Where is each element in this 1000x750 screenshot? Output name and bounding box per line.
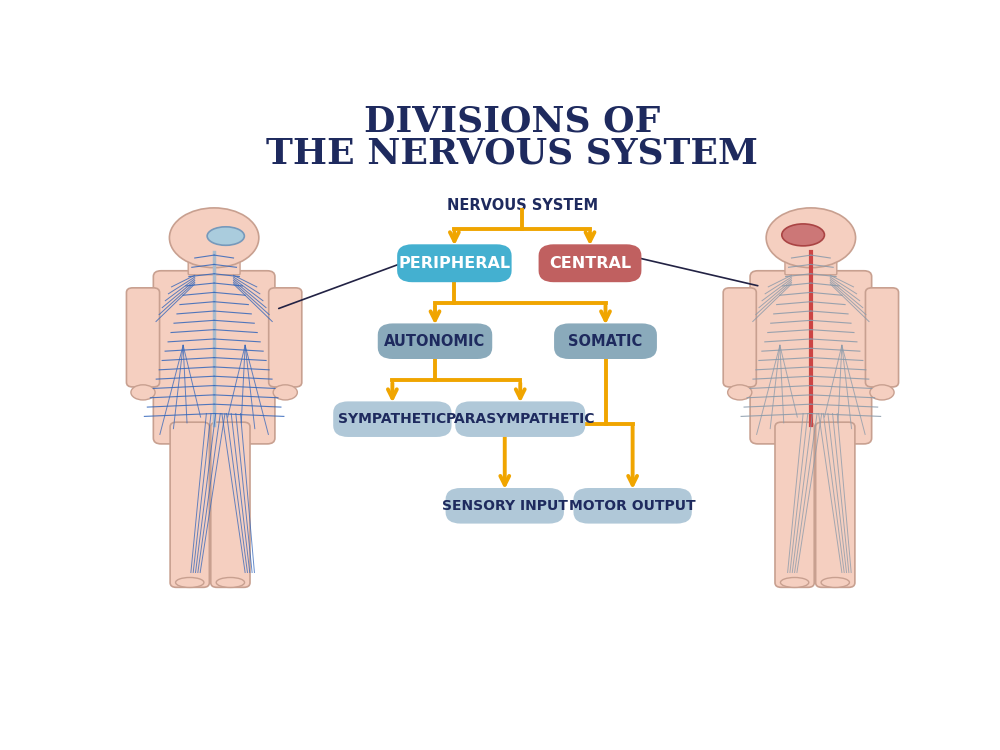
Text: MOTOR OUTPUT: MOTOR OUTPUT [569, 499, 696, 513]
FancyBboxPatch shape [865, 288, 899, 387]
FancyBboxPatch shape [211, 422, 250, 587]
Ellipse shape [216, 578, 245, 587]
FancyBboxPatch shape [447, 489, 563, 523]
FancyBboxPatch shape [170, 422, 209, 587]
FancyBboxPatch shape [540, 245, 640, 281]
Ellipse shape [169, 208, 259, 268]
Ellipse shape [173, 212, 234, 252]
Ellipse shape [821, 578, 849, 587]
FancyBboxPatch shape [269, 288, 302, 387]
Ellipse shape [728, 385, 752, 400]
Text: PERIPHERAL: PERIPHERAL [398, 256, 510, 271]
Ellipse shape [207, 226, 244, 245]
FancyBboxPatch shape [750, 271, 872, 444]
Ellipse shape [273, 385, 297, 400]
FancyBboxPatch shape [398, 245, 511, 281]
FancyBboxPatch shape [379, 325, 491, 358]
Ellipse shape [780, 578, 809, 587]
FancyBboxPatch shape [188, 259, 240, 274]
Ellipse shape [870, 385, 894, 400]
FancyBboxPatch shape [153, 271, 275, 444]
FancyBboxPatch shape [574, 489, 691, 523]
FancyBboxPatch shape [816, 422, 855, 587]
Text: SENSORY INPUT: SENSORY INPUT [442, 499, 568, 513]
Text: AUTONOMIC: AUTONOMIC [384, 334, 486, 349]
FancyBboxPatch shape [785, 259, 837, 274]
Text: THE NERVOUS SYSTEM: THE NERVOUS SYSTEM [266, 136, 759, 170]
Text: SYMPATHETIC: SYMPATHETIC [338, 413, 446, 426]
Text: SOMATIC: SOMATIC [568, 334, 643, 349]
FancyBboxPatch shape [126, 288, 160, 387]
Ellipse shape [782, 224, 824, 246]
FancyBboxPatch shape [555, 325, 656, 358]
FancyBboxPatch shape [456, 403, 584, 436]
Ellipse shape [791, 212, 852, 252]
FancyBboxPatch shape [334, 403, 450, 436]
Text: DIVISIONS OF: DIVISIONS OF [364, 105, 661, 139]
FancyBboxPatch shape [723, 288, 756, 387]
Ellipse shape [131, 385, 155, 400]
Text: PARASYMPATHETIC: PARASYMPATHETIC [446, 413, 595, 426]
Ellipse shape [766, 208, 856, 268]
Text: NERVOUS SYSTEM: NERVOUS SYSTEM [447, 198, 598, 213]
Text: CENTRAL: CENTRAL [549, 256, 631, 271]
FancyBboxPatch shape [775, 422, 814, 587]
Ellipse shape [176, 578, 204, 587]
